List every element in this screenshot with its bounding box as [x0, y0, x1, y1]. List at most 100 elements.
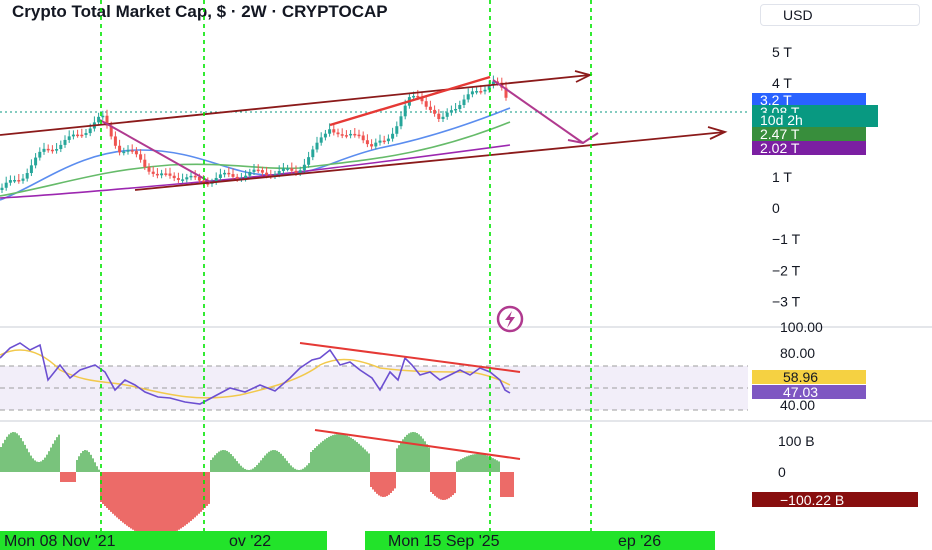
candle-body [256, 169, 260, 172]
macd-bar [96, 466, 98, 472]
macd-bar [486, 455, 488, 472]
macd-bar [204, 472, 206, 508]
macd-bar [428, 447, 430, 472]
macd-bar [498, 461, 500, 472]
macd-bar [76, 460, 78, 472]
macd-bar [248, 469, 250, 472]
price-tick-label: 1 T [772, 169, 792, 185]
macd-bar [356, 442, 358, 472]
candle-body [311, 149, 315, 158]
macd-bar [380, 472, 382, 497]
macd-bar [176, 472, 178, 531]
rsi-badge-bg [752, 385, 866, 399]
rsi-tick-label: 80.00 [780, 345, 815, 361]
macd-badge-label: −100.22 B [780, 492, 844, 508]
descending-line-2021[interactable] [99, 119, 211, 183]
candle-body [143, 159, 147, 167]
candle-body [286, 168, 290, 170]
macd-bar [94, 462, 96, 472]
macd-bar [174, 472, 176, 532]
macd-bar [376, 472, 378, 494]
macd-bar [360, 445, 362, 472]
macd-bar [240, 465, 242, 472]
macd-bar [366, 451, 368, 472]
macd-axis[interactable]: 100 B 0 [778, 433, 815, 480]
macd-bar [70, 472, 72, 482]
macd-bar [442, 472, 444, 500]
candle-body [164, 173, 168, 175]
macd-bar [154, 472, 156, 537]
macd-bar [452, 472, 454, 496]
macd-bar [20, 438, 22, 472]
macd-bar [440, 472, 442, 500]
macd-bar [472, 454, 474, 472]
macd-bar [296, 469, 298, 472]
macd-bar [488, 456, 490, 472]
macd-bar [276, 450, 278, 472]
currency-selector[interactable]: USD [760, 4, 920, 26]
candle-body [307, 157, 311, 165]
macd-bar [500, 472, 502, 497]
macd-bar [510, 472, 512, 497]
macd-bar [150, 472, 152, 537]
macd-bar [502, 472, 504, 497]
candle-body [416, 95, 420, 98]
flash-icon[interactable] [496, 305, 524, 333]
candle-body [134, 150, 138, 155]
candle-body [29, 165, 33, 174]
macd-bar [116, 472, 118, 518]
candle-body [491, 81, 495, 86]
candle-body [118, 145, 122, 153]
macd-bar [224, 450, 226, 472]
macd-bar [122, 472, 124, 523]
macd-bar [32, 458, 34, 472]
macd-bar [172, 472, 174, 533]
macd-bar [412, 432, 414, 472]
top-resistance-line[interactable] [329, 75, 491, 127]
macd-bar [388, 472, 390, 495]
macd-bar [346, 435, 348, 472]
time-label: ov '22 [229, 533, 271, 550]
candle-body [470, 91, 474, 95]
macd-bar [250, 469, 252, 472]
candle-body [176, 178, 180, 180]
macd-bar [72, 472, 74, 482]
macd-bar [266, 453, 268, 472]
macd-bar [108, 472, 110, 510]
macd-bar [342, 434, 344, 472]
macd-bar [256, 465, 258, 472]
channel-upper-trendline[interactable] [0, 74, 591, 136]
channel-lower-trendline[interactable] [134, 131, 726, 191]
candle-body [466, 94, 470, 100]
macd-bar [456, 461, 458, 472]
candle-body [130, 150, 134, 152]
macd-bar [484, 454, 486, 472]
candle-body [223, 172, 227, 175]
macd-bar [458, 460, 460, 472]
candle-body [67, 136, 71, 140]
macd-bar [82, 450, 84, 472]
projected-decline-line[interactable] [492, 79, 584, 144]
time-axis[interactable]: Mon 08 Nov '21 ov '22 Mon 15 Sep '25 ep … [0, 531, 715, 550]
macd-bar [178, 472, 180, 530]
macd-bar [364, 449, 366, 472]
macd-bar [2, 443, 4, 472]
macd-bar [314, 448, 316, 472]
candle-body [281, 168, 285, 171]
macd-bar [126, 472, 128, 526]
macd-divergence-line[interactable] [314, 429, 521, 460]
macd-bar [44, 457, 46, 472]
macd-bar [184, 472, 186, 526]
price-axis[interactable]: 5 T 4 T 1 T 0 −1 T −2 T −3 T [772, 44, 801, 310]
candle-body [248, 171, 252, 176]
price-badge-bg [752, 93, 866, 107]
macd-bar [88, 452, 90, 472]
macd-tick-label: 0 [778, 464, 786, 480]
macd-bar [324, 439, 326, 472]
rsi-divergence-line[interactable] [299, 342, 521, 373]
candlestick-series[interactable] [0, 75, 508, 193]
macd-bar [350, 437, 352, 472]
candle-body [357, 134, 361, 137]
rsi-axis[interactable]: 100.00 80.00 40.00 [780, 319, 823, 413]
